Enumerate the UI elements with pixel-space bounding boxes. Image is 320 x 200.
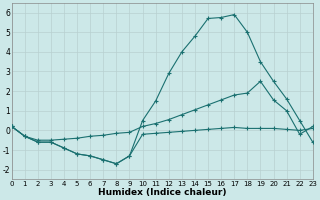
X-axis label: Humidex (Indice chaleur): Humidex (Indice chaleur) — [98, 188, 227, 197]
